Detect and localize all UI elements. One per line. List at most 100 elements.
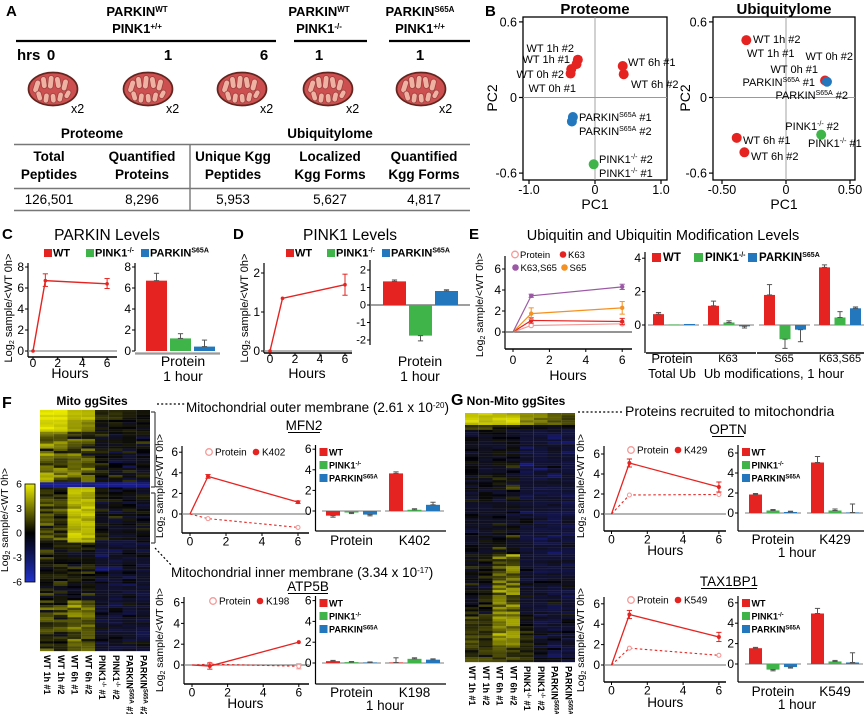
svg-text:Proteome: Proteome [560,1,629,18]
svg-text:PINK1-/-​: PINK1-/-​ [705,252,746,264]
svg-text:4: 4 [305,463,312,477]
svg-text:6: 6 [16,479,22,491]
svg-text:2: 2 [727,486,734,500]
svg-text:0: 0 [171,507,178,521]
svg-text:-0.50: -0.50 [708,183,737,197]
svg-text:Protein: Protein [637,596,669,607]
svg-text:6: 6 [593,447,600,461]
svg-text:1 hour: 1 hour [366,698,405,713]
svg-text:PARKINS65A​ #2: PARKINS65A​ #2 [138,655,148,714]
svg-text:0: 0 [267,352,274,366]
svg-text:K198: K198 [399,685,431,700]
svg-text:x2: x2 [71,102,84,116]
svg-text:S65: S65 [774,353,794,365]
svg-text:0: 0 [30,356,37,370]
svg-text:WT 0h #1: WT 0h #1 [529,83,577,95]
svg-text:Log2​ sample/<WT 0h>: Log2​ sample/<WT 0h> [0,468,12,572]
svg-text:WT 6h #1: WT 6h #1 [628,57,676,69]
svg-text:PINK1 Levels: PINK1 Levels [303,227,397,244]
svg-text:K549: K549 [819,684,851,699]
svg-text:PINK1+/+​: PINK1+/+​ [395,21,445,36]
svg-text:2: 2 [360,265,366,277]
svg-text:Log2​ sample/<WT 0h>: Log2​ sample/<WT 0h> [154,588,167,692]
svg-text:PARKINWT​: PARKINWT​ [288,4,349,19]
svg-text:PC2: PC2 [677,84,693,111]
svg-text:ATP5B: ATP5B [287,579,329,594]
svg-text:Protein: Protein [161,353,205,369]
svg-text:1 hour: 1 hour [778,545,817,560]
svg-text:WT 1h #2: WT 1h #2 [753,34,801,46]
svg-text:0.6: 0.6 [690,15,707,29]
svg-text:6: 6 [171,445,178,459]
svg-text:PARKINS65A​: PARKINS65A​ [329,474,379,484]
svg-text:Hours: Hours [288,365,325,381]
svg-text:3: 3 [16,503,22,515]
svg-text:Mitochondrial outer membrane (: Mitochondrial outer membrane (2.61 x 10-… [186,400,449,415]
svg-text:Hours: Hours [51,365,88,381]
svg-text:C: C [2,226,13,243]
svg-text:6: 6 [305,442,312,456]
svg-text:PARKINWT​: PARKINWT​ [106,4,167,19]
svg-text:WT 1h #1: WT 1h #1 [42,655,52,695]
svg-text:8: 8 [17,260,24,274]
svg-text:WT 1h #2: WT 1h #2 [527,43,575,55]
svg-text:WT 6h #1: WT 6h #1 [495,666,505,706]
svg-text:Hours: Hours [647,695,683,710]
svg-text:Hours: Hours [647,543,683,558]
svg-text:1: 1 [253,305,260,319]
svg-text:-1.0: -1.0 [518,183,540,197]
svg-text:PARKINS65A​ #1: PARKINS65A​ #1 [550,666,560,714]
svg-text:PC1: PC1 [581,196,608,212]
svg-text:6: 6 [619,353,626,367]
svg-text:WT 1h #1: WT 1h #1 [467,666,477,706]
svg-text:PINK1-/-​ #2: PINK1-/-​ #2 [785,121,839,133]
svg-text:6: 6 [305,594,312,608]
svg-text:2: 2 [124,323,131,337]
svg-text:TAX1BP1: TAX1BP1 [700,574,758,589]
svg-text:2: 2 [593,487,600,501]
svg-text:PINK1+/+​: PINK1+/+​ [112,21,162,36]
svg-text:1: 1 [315,47,323,64]
svg-text:1: 1 [164,47,172,64]
svg-text:K549: K549 [684,596,708,607]
svg-text:0: 0 [727,506,734,520]
svg-text:2: 2 [593,638,600,652]
svg-text:PINK1-/-​ #2: PINK1-/-​ #2 [599,154,653,166]
svg-text:WT 1h #2: WT 1h #2 [481,666,491,706]
svg-text:WT: WT [752,448,766,458]
svg-text:PINK1-/-​: PINK1-/-​ [329,461,361,471]
svg-text:WT 0h #1: WT 0h #1 [771,64,819,76]
svg-text:4: 4 [593,617,600,631]
svg-text:0: 0 [360,300,366,312]
svg-text:PARKINS65A​ #1: PARKINS65A​ #1 [125,655,135,714]
svg-text:0: 0 [17,344,24,358]
svg-text:MFN2: MFN2 [286,418,323,433]
svg-text:0: 0 [783,183,790,197]
svg-text:Mito ggSites: Mito ggSites [56,394,128,408]
svg-text:Log2​ sample/<WT 0h>: Log2​ sample/<WT 0h> [575,588,588,692]
svg-text:2: 2 [292,352,299,366]
svg-text:Log2​ sample/<WT 0h>: Log2​ sample/<WT 0h> [239,254,252,363]
svg-text:-3: -3 [13,552,22,564]
svg-text:A: A [6,3,17,20]
svg-text:Log2​ sample/<WT 0h>: Log2​ sample/<WT 0h> [474,253,487,357]
svg-text:0: 0 [634,318,641,332]
svg-text:G: G [451,392,463,409]
svg-text:OPTN: OPTN [709,422,747,437]
svg-text:4: 4 [305,614,312,628]
svg-text:0: 0 [510,353,517,367]
svg-text:0: 0 [592,183,599,197]
svg-text:WT 6h #2: WT 6h #2 [508,666,518,706]
svg-text:Ubiquitylome: Ubiquitylome [736,1,831,18]
svg-text:6: 6 [342,352,349,366]
svg-text:Kgg Forms: Kgg Forms [388,167,459,182]
svg-text:Total Ub: Total Ub [648,366,696,381]
svg-text:K402: K402 [399,533,431,548]
svg-text:0.6: 0.6 [500,15,517,29]
svg-text:4: 4 [260,686,267,700]
svg-text:Peptides: Peptides [21,167,77,182]
svg-text:1 hour: 1 hour [163,368,203,384]
svg-text:6: 6 [593,597,600,611]
svg-text:WT: WT [53,248,70,260]
svg-text:K63,S65: K63,S65 [521,263,557,274]
